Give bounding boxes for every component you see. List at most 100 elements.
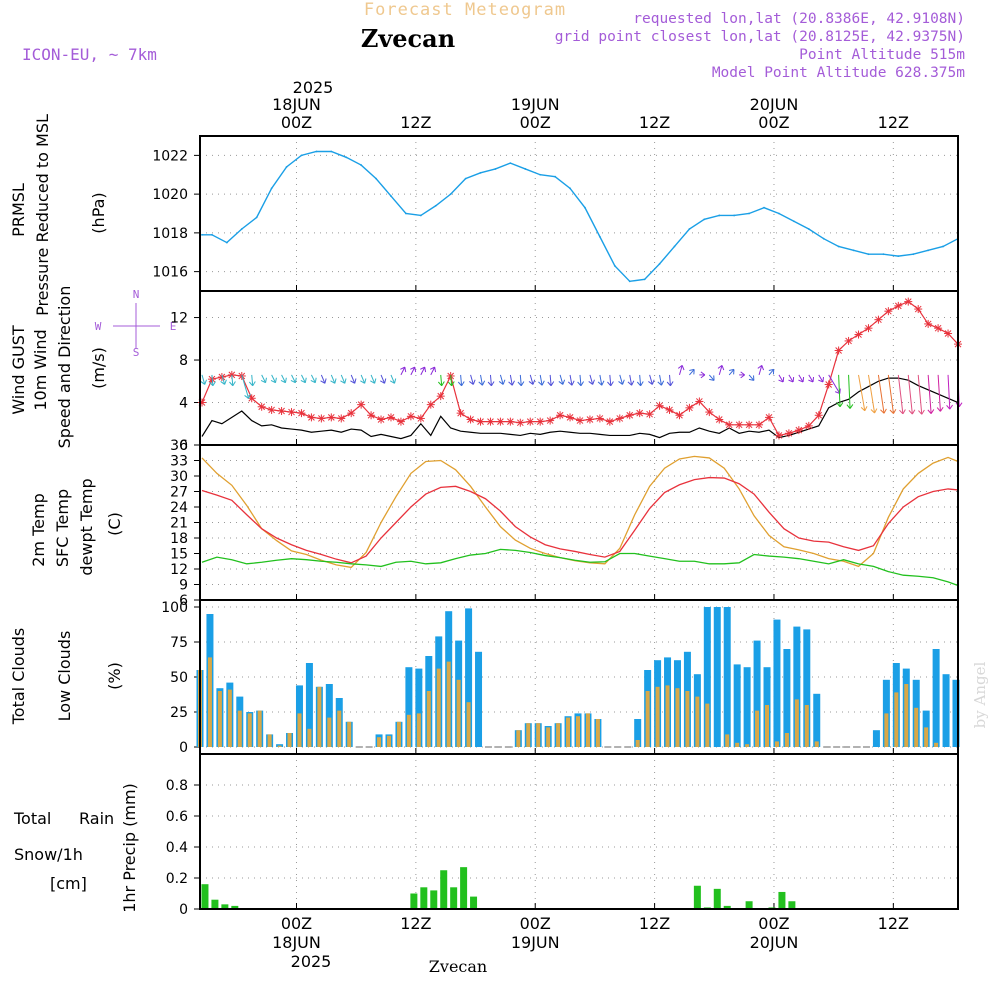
wind-arrow-shaft — [947, 374, 951, 410]
gust-marker-62 — [814, 411, 823, 420]
wind-arrow-shaft — [649, 374, 653, 385]
wind-arrow-head-b — [550, 381, 555, 387]
wind-arrow-head-b — [949, 404, 953, 410]
gust-marker-d2 — [477, 418, 484, 425]
gridpoint-coords: grid point closest lon,lat (20.8125E, 42… — [555, 29, 965, 45]
gust-marker-d2 — [357, 401, 365, 408]
wind-arrow-shaft — [897, 374, 904, 414]
gust-marker-68 — [874, 315, 883, 324]
wind-arrow-head-b — [481, 380, 486, 386]
pressure-point-43 — [837, 245, 840, 248]
gust-marker-d2 — [457, 409, 464, 417]
gust-marker-d2 — [815, 411, 823, 419]
wind-arrow-13 — [330, 374, 337, 384]
precip-snow-label: Snow/1h — [14, 845, 83, 864]
ytick-label-0-2: 1020 — [152, 187, 188, 203]
gust-marker-10 — [297, 409, 306, 418]
pressure-point-40 — [792, 220, 795, 223]
wind-arrow-shaft — [778, 374, 784, 383]
gust-marker-19 — [386, 413, 395, 422]
total-cloud-bar-59 — [783, 649, 791, 747]
pressure-point-29 — [628, 280, 631, 283]
wind-arrow-head-a — [424, 367, 427, 373]
wind-arrow-head-b — [224, 379, 227, 385]
pressure-point-33 — [688, 228, 691, 230]
wind-arrow-36 — [558, 374, 566, 385]
wind-arrow-69 — [887, 374, 897, 414]
gust-marker-d2 — [626, 411, 634, 419]
wind-arrow-head-a — [880, 409, 885, 414]
wind-arrow-shaft — [221, 374, 226, 385]
pressure-point-48 — [912, 253, 915, 256]
total-clouds-label: Total Clouds — [9, 628, 28, 726]
wind-arrow-shaft — [669, 374, 671, 386]
gust-marker-75 — [944, 329, 953, 338]
bottom-day-label-2: 19JUN — [511, 933, 560, 952]
wind-arrow-head-a — [290, 379, 296, 384]
wind-arrow-head-a — [627, 381, 632, 386]
ytick-label-0-1: 1018 — [152, 226, 188, 242]
ytick-label-1-1: 4 — [179, 396, 188, 412]
wind-arrow-head-a — [618, 381, 623, 385]
low-cloud-bar-40 — [595, 719, 600, 747]
wind-arrow-46 — [657, 374, 665, 386]
ytick-label-1-0: 0 — [179, 438, 188, 454]
gust-marker-74 — [934, 324, 943, 333]
ytick-label-2-6: 24 — [170, 500, 188, 516]
wind-arrow-head-b — [661, 380, 665, 386]
gust-marker-d2 — [715, 416, 723, 423]
rain-bar-13 — [713, 888, 721, 909]
gust-marker-70 — [894, 301, 903, 310]
wind-arrow-head-a — [200, 381, 206, 385]
gust-marker-d2 — [676, 411, 683, 419]
wind-arrow-head-b — [902, 409, 906, 415]
low-cloud-bar-45 — [645, 691, 650, 747]
wind-arrow-shaft — [400, 366, 406, 376]
wind-arrow-shaft — [519, 374, 522, 386]
ytick-label-3-4: 100 — [161, 600, 188, 616]
gust-marker-d2 — [278, 407, 285, 415]
wind-arrow-head-b — [541, 380, 545, 386]
wind-arrow-shaft — [390, 374, 395, 384]
wind-arrow-head-a — [567, 381, 573, 386]
low-cloud-bar-21 — [406, 714, 411, 747]
wind-arrow-9 — [290, 374, 297, 384]
gust-marker-d2 — [526, 418, 534, 425]
wind-arrow-head-b — [394, 378, 397, 384]
wind-arrow-head-a — [300, 379, 306, 384]
low-cloud-bar-13 — [327, 717, 332, 747]
temp2m-line — [201, 476, 959, 564]
wind-arrow-head-b — [314, 377, 317, 383]
pressure-point-25 — [569, 187, 571, 190]
wind-arrow-shaft — [678, 365, 683, 376]
total-cloud-bar-74 — [932, 649, 940, 747]
wind-arrow-head-a — [447, 381, 453, 387]
ytick-label-4-3: 0.6 — [166, 809, 188, 825]
gust-marker-49 — [685, 403, 694, 412]
wind-arrow-60 — [798, 374, 805, 383]
pressure-point-34 — [703, 218, 706, 221]
low-cloud-bar-61 — [804, 705, 809, 747]
wind-arrow-head-b — [420, 366, 425, 370]
gust-marker-60 — [794, 426, 803, 435]
wind-arrow-head-a — [330, 380, 336, 384]
wind-arrow-shaft — [281, 374, 286, 383]
pressure-point-0 — [201, 233, 203, 236]
precip-cm-label: [cm] — [50, 874, 87, 893]
wind-arrow-head-a — [870, 409, 875, 414]
gust-marker-d2 — [735, 421, 743, 429]
wind-arrow-3 — [229, 374, 236, 387]
gust-marker-24 — [436, 392, 445, 401]
gust-marker-9 — [287, 408, 296, 417]
gust-marker-d2 — [507, 418, 514, 425]
wind-arrow-shaft — [340, 374, 346, 384]
top-year: 2025 — [293, 78, 334, 97]
watermark: by Angel — [971, 661, 989, 728]
wind-arrow-shaft — [271, 374, 276, 383]
wind-arrow-head-b — [651, 379, 655, 385]
wind-arrow-shaft — [241, 374, 250, 399]
low-cloud-bar-59 — [784, 733, 789, 747]
wind-arrow-head-b — [812, 376, 815, 383]
wind-arrow-head-a — [818, 379, 824, 383]
